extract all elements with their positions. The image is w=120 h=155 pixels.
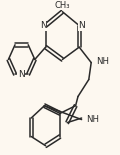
- Text: CH₃: CH₃: [55, 1, 70, 10]
- Text: N: N: [78, 21, 85, 30]
- Text: N: N: [18, 70, 25, 79]
- Text: N: N: [40, 21, 47, 30]
- Text: NH: NH: [96, 57, 109, 66]
- Text: NH: NH: [86, 115, 99, 124]
